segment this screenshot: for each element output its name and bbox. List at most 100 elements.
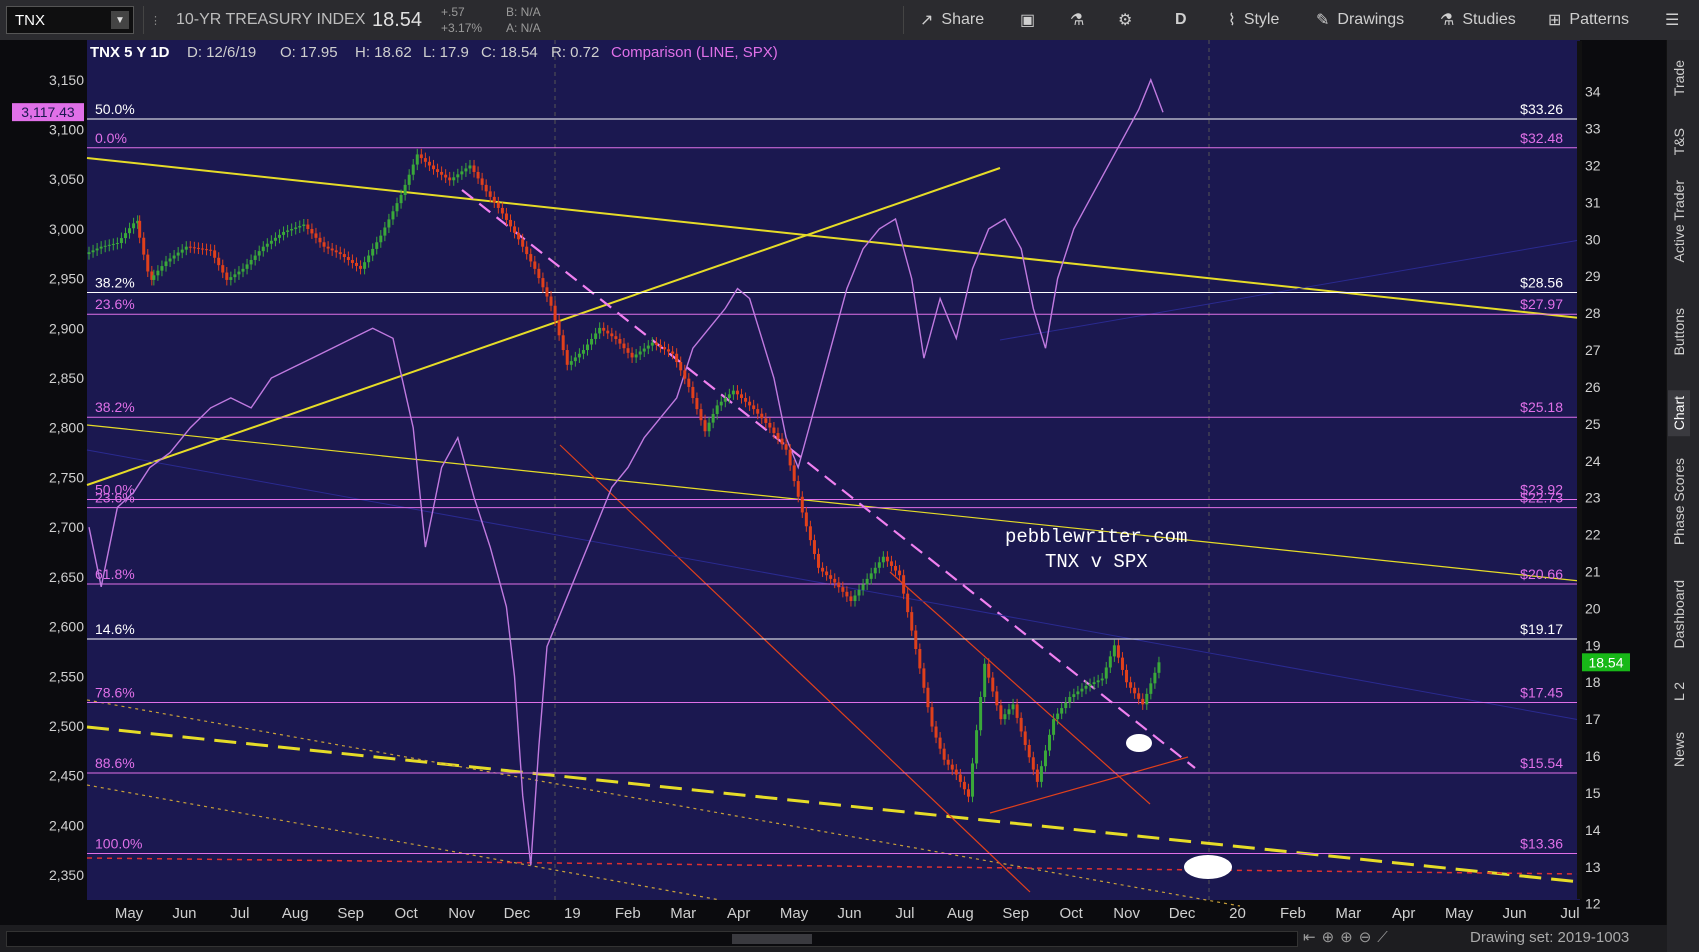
x-tick-label: Jun bbox=[1502, 905, 1526, 922]
candle-body bbox=[1133, 687, 1137, 694]
drawings-button[interactable]: ✎ Drawings bbox=[1316, 0, 1404, 40]
candle-body bbox=[646, 345, 650, 349]
tab-active-trader[interactable]: Active Trader bbox=[1671, 180, 1687, 263]
chart-area[interactable]: 50.0% $33.26 0.0% $32.48 38.2% $28.56 23.6% $27… bbox=[0, 40, 1667, 925]
tab-trade[interactable]: Trade bbox=[1671, 60, 1687, 97]
dashed-support-line bbox=[86, 725, 1581, 884]
candle-body bbox=[663, 347, 667, 350]
candle-body bbox=[375, 242, 379, 249]
candle-body bbox=[699, 409, 703, 421]
legend-low: L: 17.9 bbox=[423, 44, 469, 61]
candle-body bbox=[290, 228, 294, 231]
candle-body bbox=[569, 361, 573, 365]
timeframe-button[interactable]: D bbox=[1175, 11, 1187, 28]
candle-body bbox=[160, 266, 164, 271]
x-tick-label: Sep bbox=[337, 905, 364, 922]
candle-body bbox=[792, 465, 796, 482]
tab-dashboard[interactable]: Dashboard bbox=[1671, 580, 1687, 649]
candle-body bbox=[136, 220, 140, 224]
zoom-controls-icon[interactable]: ⇤⊕⊕⊖⟋ bbox=[1303, 929, 1394, 946]
studies-button[interactable]: ⚗ Studies bbox=[1440, 0, 1516, 40]
candle-body bbox=[310, 228, 314, 234]
legend-comparison: Comparison (LINE, SPX) bbox=[611, 44, 778, 61]
annotation-site: pebblewriter.com bbox=[1005, 526, 1187, 548]
symbol-input[interactable]: TNX ▼ bbox=[6, 6, 134, 34]
candle-body bbox=[1137, 693, 1141, 699]
candle-body bbox=[168, 258, 172, 262]
fib-value-label: $22.73 bbox=[1520, 490, 1563, 506]
candle-body bbox=[468, 165, 472, 169]
left-tick-label: 2,600 bbox=[49, 619, 84, 635]
candle-body bbox=[367, 255, 371, 263]
candle-body bbox=[1019, 717, 1023, 732]
candle-body bbox=[138, 220, 142, 238]
candle-body bbox=[415, 154, 419, 165]
candle-body bbox=[626, 348, 630, 353]
fib-levels: 50.0% $33.26 0.0% $32.48 38.2% $28.56 23.6% $27… bbox=[87, 101, 1577, 854]
left-tick-label: 2,900 bbox=[49, 320, 84, 336]
tab-chart[interactable]: Chart bbox=[1668, 390, 1690, 437]
annotation-subtitle: TNX v SPX bbox=[1045, 551, 1148, 573]
tab-news[interactable]: News bbox=[1671, 732, 1687, 768]
candle-body bbox=[796, 481, 800, 497]
candle-body bbox=[132, 223, 136, 229]
candle-body bbox=[192, 247, 196, 249]
right-tick-label: 14 bbox=[1585, 822, 1601, 838]
candle-body bbox=[829, 575, 833, 579]
tab-phase-scores[interactable]: Phase Scores bbox=[1671, 458, 1687, 546]
candle-body bbox=[521, 239, 525, 247]
symbol-dropdown-icon[interactable]: ▼ bbox=[111, 11, 129, 29]
candle-body bbox=[1072, 694, 1076, 697]
candle-body bbox=[594, 333, 598, 339]
candle-body bbox=[1023, 731, 1027, 745]
candle-body bbox=[962, 781, 966, 790]
candle-body bbox=[602, 327, 606, 331]
candle-body bbox=[675, 353, 679, 363]
flask-button[interactable]: ⚗ bbox=[1070, 0, 1084, 40]
left-price-badge bbox=[12, 103, 84, 122]
share-button[interactable]: ↗ Share bbox=[920, 0, 984, 40]
fib-value-label: $20.66 bbox=[1520, 566, 1563, 582]
scrollbar-thumb[interactable] bbox=[732, 934, 812, 944]
share-icon: ↗ bbox=[920, 12, 934, 29]
patterns-button[interactable]: ⊞ Patterns bbox=[1548, 0, 1629, 40]
plot-background bbox=[87, 40, 1580, 900]
menu-button[interactable]: ☰ bbox=[1665, 0, 1679, 40]
right-tick-label: 23 bbox=[1585, 490, 1601, 506]
candle-body bbox=[902, 575, 906, 594]
fib-pct-label: 78.6% bbox=[95, 685, 135, 701]
candle-body bbox=[1129, 682, 1133, 688]
x-tick-label: Dec bbox=[1169, 905, 1196, 922]
fib-value-label: $25.18 bbox=[1520, 399, 1563, 415]
fib-value-label: $17.45 bbox=[1520, 685, 1563, 701]
candle-body bbox=[549, 296, 553, 306]
candle-body bbox=[1157, 662, 1161, 673]
right-tick-label: 33 bbox=[1585, 121, 1601, 137]
fib-value-label: $32.48 bbox=[1520, 130, 1563, 146]
left-tick-label: 2,750 bbox=[49, 469, 84, 485]
candle-body bbox=[1076, 691, 1080, 695]
scrollbar[interactable] bbox=[6, 931, 1298, 947]
tab-buttons[interactable]: Buttons bbox=[1671, 308, 1687, 356]
left-price-label: 3,117.43 bbox=[21, 104, 75, 120]
tab-ts[interactable]: T&S bbox=[1671, 128, 1687, 156]
screenshot-button[interactable]: ▣ bbox=[1020, 0, 1035, 40]
axis-divider bbox=[1577, 41, 1582, 899]
right-tick-label: 26 bbox=[1585, 379, 1601, 395]
fib-value-label: $28.56 bbox=[1520, 274, 1563, 290]
candle-body bbox=[667, 349, 671, 352]
candle-body bbox=[379, 235, 383, 243]
settings-button[interactable]: ⚙ bbox=[1118, 0, 1132, 40]
style-button[interactable]: ⌇ Style bbox=[1228, 0, 1279, 40]
tab-l2[interactable]: L 2 bbox=[1671, 682, 1687, 701]
candle-body bbox=[772, 427, 776, 434]
candle-body bbox=[403, 184, 407, 196]
candle-body bbox=[346, 257, 350, 260]
grip-icon[interactable]: ⋮ bbox=[150, 14, 161, 27]
x-tick-label: Jul bbox=[230, 905, 249, 922]
candle-body bbox=[865, 578, 869, 585]
candle-body bbox=[630, 352, 634, 358]
candle-body bbox=[926, 687, 930, 708]
candle-body bbox=[436, 169, 440, 172]
candle-body bbox=[107, 244, 111, 246]
